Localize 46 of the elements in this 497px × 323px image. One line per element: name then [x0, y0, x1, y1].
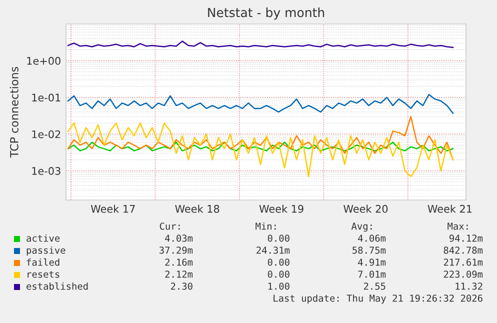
text: 4.06m — [358, 234, 386, 242]
text: 0.00 — [268, 234, 290, 242]
legend-label: active — [26, 234, 60, 242]
text: Max: — [448, 222, 468, 230]
text: 2.55 — [364, 282, 386, 290]
text: 217.61m — [444, 258, 483, 266]
legend-label: passive — [26, 246, 66, 256]
text: 7.01m — [358, 270, 386, 278]
x-tick-label: Week 19 — [259, 204, 304, 213]
text: 24.31m — [256, 246, 290, 254]
text: 4.91m — [358, 258, 386, 266]
y-tick-label: 1e-01 — [32, 94, 60, 102]
text: 0.00 — [268, 270, 290, 278]
y-tick-label: 1e-03 — [32, 167, 60, 175]
legend-label: established — [26, 282, 88, 290]
line-series — [67, 142, 454, 152]
text: 2.12m — [165, 270, 193, 278]
chart-title: Netstat - by month — [208, 8, 324, 20]
text: Avg: — [351, 222, 372, 232]
text: Min: — [256, 222, 276, 230]
text: 2.30 — [170, 282, 192, 290]
text: 37.29m — [160, 246, 193, 254]
text: 11.32 — [456, 282, 482, 290]
legend-label: resets — [28, 271, 60, 278]
y-tick-label: 1e-02 — [32, 130, 60, 138]
line-series — [67, 116, 454, 160]
line-series — [67, 40, 454, 48]
text: 58.75m — [352, 246, 386, 254]
text: Last update: Thu May 21 19:26:32 2026 — [274, 294, 482, 304]
text: 2.16m — [165, 258, 193, 266]
text: 4.03m — [165, 234, 193, 242]
y-tick-label: 1e+00 — [27, 56, 60, 65]
line-series — [67, 94, 454, 114]
text: 223.09m — [444, 270, 483, 278]
text: 842.78m — [444, 246, 483, 254]
x-tick-label: Week 21 — [428, 204, 472, 213]
y-axis-title: TCP connections — [10, 66, 18, 158]
text: 0.00 — [268, 258, 290, 266]
x-tick-label: Week 17 — [90, 204, 135, 213]
x-tick-label: Week 20 — [344, 204, 388, 213]
text: 94.12m — [449, 234, 483, 242]
legend-label: failed — [26, 258, 60, 266]
x-tick-label: Week 18 — [175, 204, 220, 213]
text: 1.00 — [268, 282, 290, 290]
line-series — [67, 122, 454, 178]
text: Cur: — [160, 222, 180, 230]
